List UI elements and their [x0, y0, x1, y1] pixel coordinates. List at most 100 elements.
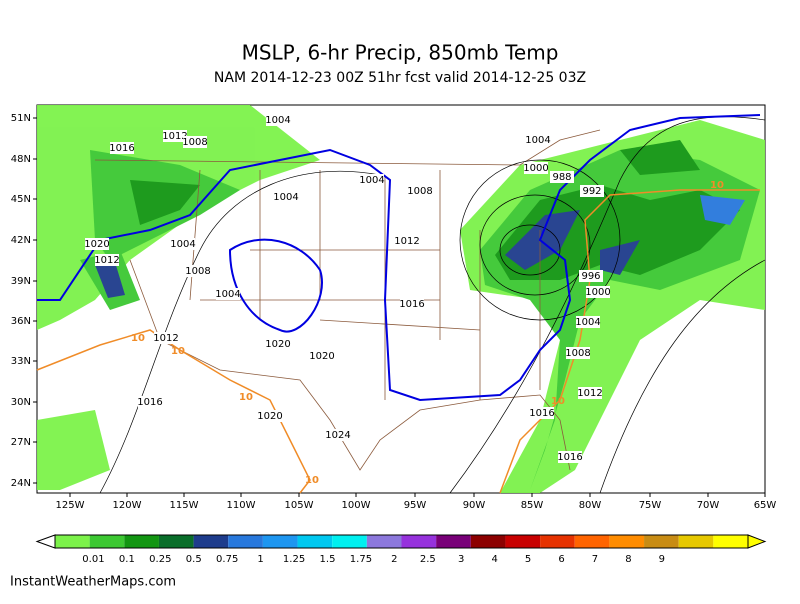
- colorbar-frame: [54, 534, 749, 549]
- isobar-label: 1020: [257, 411, 282, 422]
- isobar-label-bg: [360, 174, 384, 186]
- lon-label: 70W: [697, 500, 720, 511]
- isobar-label: 1016: [529, 408, 554, 419]
- isobar-label: 1016: [399, 299, 424, 310]
- isobar-label-bg: [310, 350, 334, 362]
- temp-label: 10: [171, 346, 185, 357]
- isobar-label: 1024: [325, 430, 350, 441]
- colorbar-swatch: [297, 535, 333, 548]
- isobar-label: 1004: [215, 289, 240, 300]
- isobar-label: 1004: [359, 175, 384, 186]
- lat-labels: 51N 48N 45N 42N 39N 36N 33N 30N 27N 24N: [11, 113, 37, 489]
- lat-label: 27N: [11, 437, 31, 448]
- colorbar-swatch: [158, 535, 194, 548]
- colorbar-left-arrow: [35, 534, 56, 549]
- isobar-label: 1012: [153, 333, 178, 344]
- isobar-label-bg: [274, 191, 298, 203]
- isobar-label-bg: [95, 254, 119, 266]
- isobar-label-bg: [550, 171, 574, 183]
- colorbar-label: 8: [625, 554, 631, 565]
- isobar-label: 1008: [182, 137, 207, 148]
- colorbar-right-arrow: [747, 534, 767, 549]
- lat-label: 48N: [11, 154, 31, 165]
- isobar-label-bg: [580, 185, 604, 197]
- isobar-label-bg: [216, 288, 240, 300]
- isobar-label: 1016: [137, 397, 162, 408]
- isobar-label-bg: [183, 136, 207, 148]
- lon-label: 110W: [227, 500, 256, 511]
- lat-label: 36N: [11, 316, 31, 327]
- colorbar-label: 9: [659, 554, 665, 565]
- freezing-line: [37, 114, 761, 402]
- subtitle: NAM 2014-12-23 00Z 51hr fcst valid 2014-…: [214, 70, 586, 86]
- isobar-label: 1004: [273, 192, 298, 203]
- isobar-label: 1000: [523, 163, 548, 174]
- colorbar-label: 1.25: [283, 554, 305, 565]
- colorbar-label: 1.5: [320, 554, 336, 565]
- colorbar-swatch: [401, 535, 437, 548]
- credit: InstantWeatherMaps.com: [10, 575, 176, 590]
- colorbar-swatch: [193, 535, 229, 548]
- isobar-label: 1016: [557, 452, 582, 463]
- isobar-label: 1000: [585, 287, 610, 298]
- isobar-label: 1004: [170, 239, 195, 250]
- colorbar-swatch: [713, 535, 748, 548]
- lon-label: 90W: [463, 500, 486, 511]
- isobar-label: 1020: [265, 339, 290, 350]
- isobar-label: 1008: [185, 266, 210, 277]
- isobar-label-bg: [85, 238, 109, 250]
- colorbar-swatch: [332, 535, 367, 548]
- colorbar-swatch: [228, 535, 263, 548]
- colorbar-label: 1: [257, 554, 263, 565]
- colorbar-swatch: [55, 535, 90, 548]
- isobar-label-bg: [408, 185, 432, 197]
- lon-label: 105W: [285, 500, 314, 511]
- isobar-label-bg: [138, 396, 162, 408]
- isobar-label-bg: [395, 235, 419, 247]
- isobar-label: 1008: [565, 348, 590, 359]
- lat-label: 51N: [11, 113, 31, 124]
- isobar-label-bg: [266, 338, 290, 350]
- isobar-label-bg: [171, 238, 195, 250]
- isobar-label-bg: [558, 451, 582, 463]
- isobar-label-bg: [526, 134, 550, 146]
- colorbar-label: 0.25: [149, 554, 171, 565]
- temp-label: 10: [305, 475, 319, 486]
- isobar-label-bg: [110, 142, 134, 154]
- isobar-label-bg: [154, 332, 178, 344]
- isobar-label-bg: [326, 429, 350, 441]
- isobar-label: 1012: [577, 388, 602, 399]
- isobar-label: 996: [581, 271, 600, 282]
- colorbar-swatch: [678, 535, 714, 548]
- colorbar-swatch: [436, 535, 471, 548]
- lat-label: 39N: [11, 276, 31, 287]
- isobar-label-bg: [566, 347, 590, 359]
- lon-labels: 125W 120W 115W 110W 105W 100W 95W 90W 85W 80W 75W 7…: [56, 493, 777, 511]
- lat-label: 24N: [11, 478, 31, 489]
- colorbar-swatch: [574, 535, 610, 548]
- lon-label: 100W: [342, 500, 371, 511]
- isobar-label-bg: [258, 410, 282, 422]
- lon-label: 120W: [113, 500, 142, 511]
- colorbar: 0.01 0.1 0.25 0.5 0.75 1 1.25 1.5 1.75 2 2.5 3 4 5 6 7 8…: [35, 534, 767, 565]
- isobar-label: 988: [552, 172, 571, 183]
- title: MSLP, 6-hr Precip, 850mb Temp: [242, 41, 559, 65]
- isobar-label-bg: [186, 265, 210, 277]
- colorbar-label: 3: [458, 554, 464, 565]
- colorbar-swatch: [366, 535, 402, 548]
- lon-label: 125W: [56, 500, 85, 511]
- lat-label: 30N: [11, 397, 31, 408]
- colorbar-label: 0.75: [216, 554, 238, 565]
- lat-label: 33N: [11, 356, 31, 367]
- lon-label: 85W: [521, 500, 544, 511]
- lon-label: 115W: [170, 500, 199, 511]
- colorbar-swatch: [124, 535, 159, 548]
- isobar-label: 992: [582, 186, 601, 197]
- colorbar-label: 0.5: [186, 554, 202, 565]
- colorbar-label: 5: [525, 554, 531, 565]
- colorbar-label: 6: [558, 554, 564, 565]
- isobar-label: 1004: [525, 135, 550, 146]
- isobar-label: 1020: [84, 239, 109, 250]
- lat-label: 42N: [11, 235, 31, 246]
- lon-label: 65W: [754, 500, 777, 511]
